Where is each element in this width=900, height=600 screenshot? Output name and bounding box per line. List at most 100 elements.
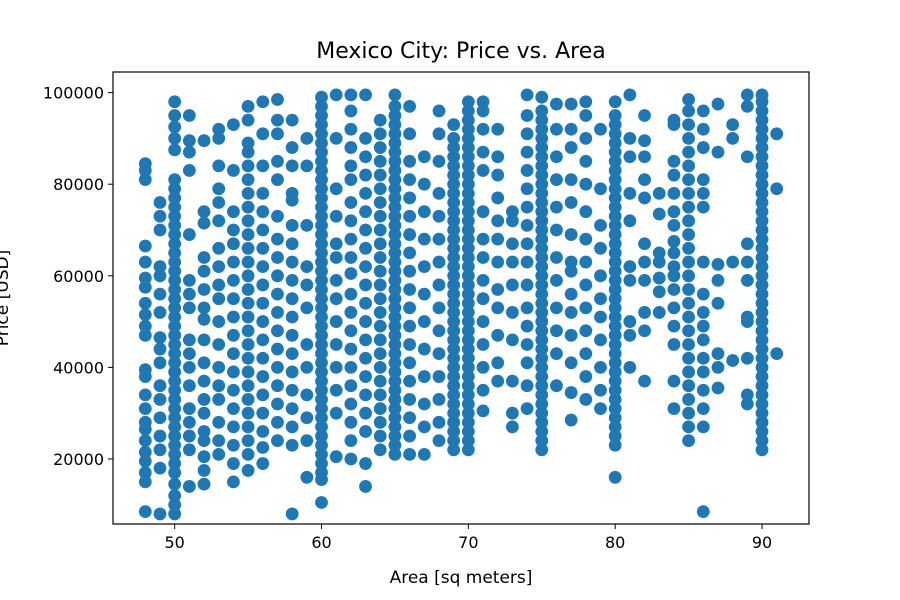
data-point [138,434,152,448]
data-point [682,324,695,338]
data-point [594,269,607,283]
data-point [403,246,417,260]
data-point [476,205,490,219]
data-point [344,379,358,393]
data-point [403,283,417,296]
data-point [476,95,490,109]
data-point [138,445,152,459]
data-point [153,260,167,274]
data-point [138,255,152,269]
data-point [447,223,461,237]
data-point [227,255,240,269]
data-point [212,159,226,173]
data-point [564,173,578,187]
data-point [168,219,182,232]
data-point [535,159,549,173]
data-point [182,347,196,361]
data-point [623,132,637,145]
data-point [711,347,725,361]
data-point [153,287,167,301]
data-point [168,429,182,443]
data-point [197,134,211,148]
data-point [696,186,710,200]
data-point [608,438,622,452]
data-point [373,223,387,237]
data-point [461,132,475,145]
data-point [461,324,475,338]
data-point [755,434,769,448]
data-point [608,154,622,168]
data-point [271,324,284,338]
data-point [168,301,182,315]
x-axis-label: Area [sq meters] [390,568,533,588]
data-point [696,306,710,319]
data-point [344,324,358,338]
data-point [168,109,182,122]
data-point [256,186,270,200]
data-point [594,383,607,397]
data-point [755,168,769,182]
data-point [256,205,270,219]
data-point [447,241,461,255]
data-point [403,191,417,205]
data-point [608,95,622,109]
data-point [682,173,695,187]
data-point [373,127,387,141]
data-point [447,315,461,328]
data-point [447,269,461,283]
data-point [168,228,182,241]
data-point [535,370,549,383]
data-point [168,292,182,306]
data-point [227,292,240,306]
data-point [388,393,402,406]
data-point [461,388,475,402]
data-point [329,88,343,102]
data-point [285,438,299,452]
data-point [403,127,417,141]
data-point [168,466,182,480]
data-point [535,315,549,328]
data-point [168,209,182,223]
data-point [315,255,328,269]
data-point [388,374,402,388]
data-point [755,379,769,393]
data-point [388,319,402,333]
data-point [520,164,534,177]
data-point [535,351,549,365]
data-point [505,214,519,228]
data-point [461,260,475,274]
data-point [271,154,284,168]
data-point [638,237,651,251]
data-point [271,342,284,356]
data-point [300,219,314,232]
data-point [315,466,328,480]
data-point [138,466,152,480]
data-point [652,255,666,269]
data-point [564,287,578,301]
data-point [682,118,695,132]
data-point [344,434,358,448]
data-point [696,319,710,333]
data-point [153,196,167,209]
data-point [535,388,549,402]
data-point [755,241,769,255]
data-point [388,182,402,196]
data-point [373,196,387,209]
data-point [300,388,314,402]
data-point [138,296,152,310]
data-point [315,402,328,415]
data-point [638,150,651,164]
data-point [550,200,563,214]
data-point [696,255,710,269]
data-point [682,420,695,434]
y-tick-label: 60000 [53,267,104,286]
data-point [182,443,196,457]
data-point [168,143,182,157]
data-point [373,154,387,168]
data-point [432,209,446,223]
data-point [638,134,651,148]
data-point [740,150,754,164]
data-point [623,150,637,164]
data-point [564,196,578,209]
data-point [461,434,475,448]
